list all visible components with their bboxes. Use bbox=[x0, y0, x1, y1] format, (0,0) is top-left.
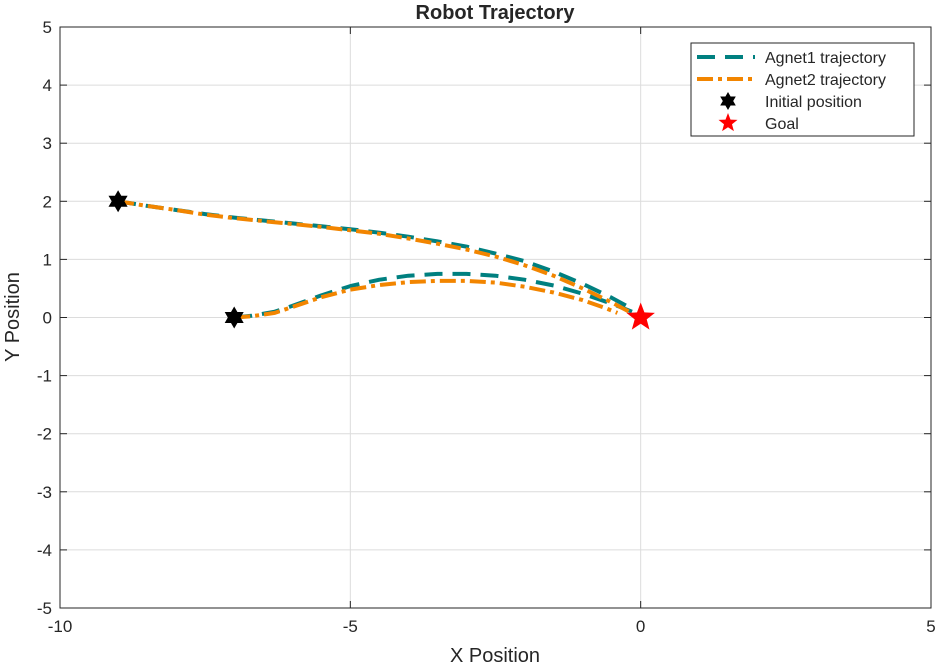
x-tick-label: -10 bbox=[48, 617, 73, 636]
legend-label: Goal bbox=[765, 116, 799, 133]
marker-layer bbox=[108, 190, 655, 330]
y-tick-label: 4 bbox=[43, 76, 52, 95]
initial-position-marker bbox=[108, 190, 128, 213]
goal-marker bbox=[626, 302, 655, 330]
y-tick-label: 1 bbox=[43, 250, 52, 269]
series-2-path-2 bbox=[234, 278, 619, 320]
series-1-path-2 bbox=[234, 271, 633, 320]
y-tick-label: -4 bbox=[37, 541, 52, 560]
series-layer bbox=[117, 199, 633, 320]
y-tick-label: 3 bbox=[43, 134, 52, 153]
y-tick-label: 5 bbox=[43, 18, 52, 37]
x-axis-label: X Position bbox=[450, 645, 540, 665]
legend-label: Initial position bbox=[765, 94, 862, 111]
y-tick-label: -3 bbox=[37, 483, 52, 502]
grid bbox=[60, 27, 931, 608]
y-tick-label: -5 bbox=[37, 599, 52, 618]
legend-marker bbox=[720, 92, 736, 110]
x-tick-label: 5 bbox=[926, 617, 935, 636]
legend-label: Agnet2 trajectory bbox=[765, 72, 886, 89]
chart-title: Robot Trajectory bbox=[416, 2, 576, 24]
y-tick-label: 2 bbox=[43, 192, 52, 211]
legend-marker bbox=[718, 113, 738, 132]
y-tick-label: -1 bbox=[37, 367, 52, 386]
legend-label: Agnet1 trajectory bbox=[765, 50, 886, 67]
y-axis-label: Y Position bbox=[2, 272, 24, 362]
initial-position-marker bbox=[224, 306, 244, 329]
legend: Agnet1 trajectory Agnet2 trajectory Initia… bbox=[690, 42, 915, 137]
x-tick-label: 0 bbox=[636, 617, 645, 636]
series-2-path-1 bbox=[117, 199, 631, 314]
y-tick-label: 0 bbox=[43, 309, 52, 328]
x-tick-label: -5 bbox=[343, 617, 358, 636]
series-1-path-1 bbox=[117, 199, 633, 311]
y-tick-label: -2 bbox=[37, 425, 52, 444]
